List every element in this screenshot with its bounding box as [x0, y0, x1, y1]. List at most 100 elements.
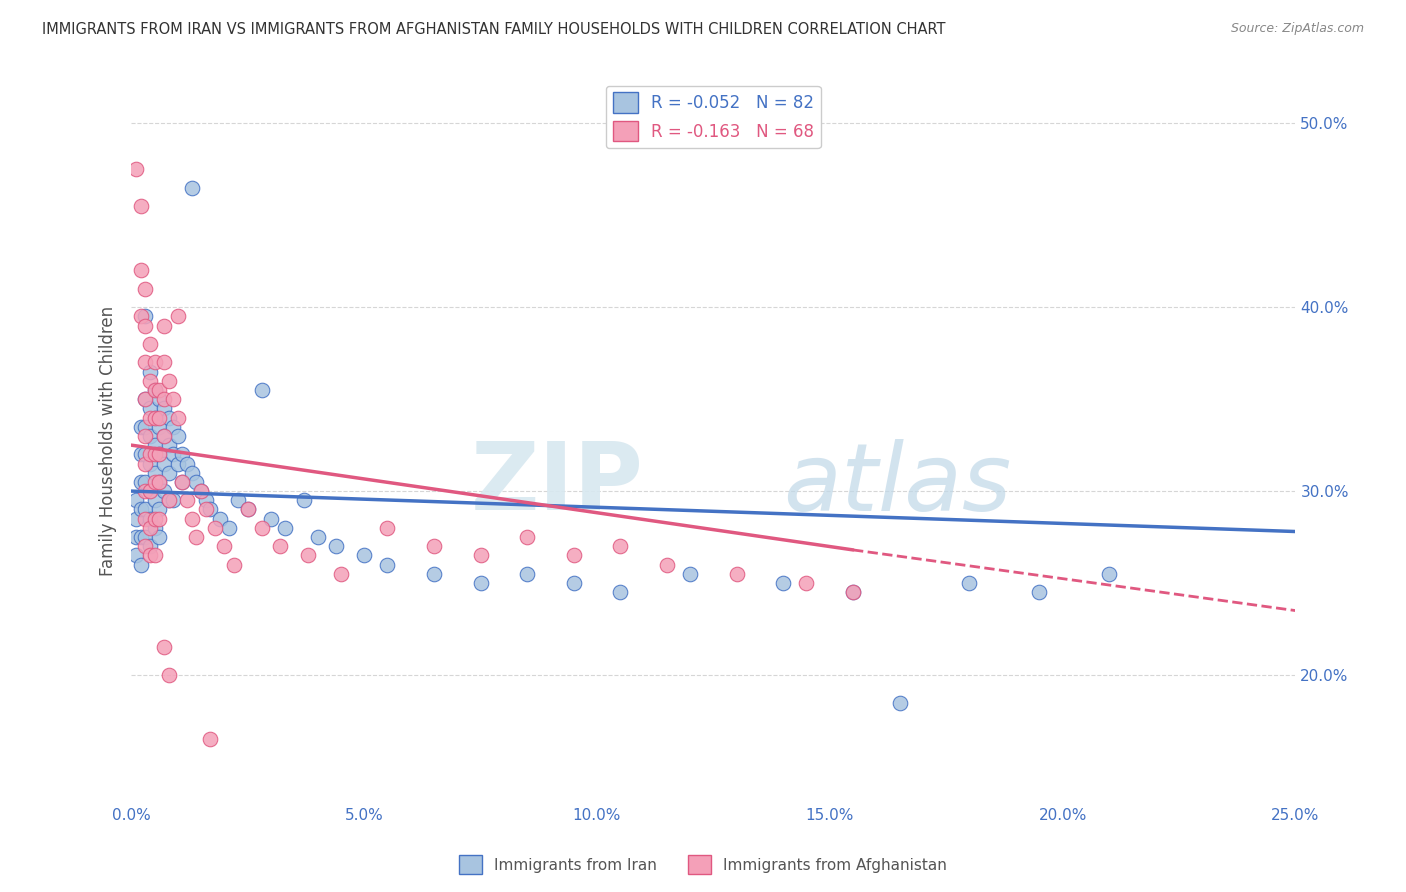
Point	[143, 383, 166, 397]
Point	[129, 530, 152, 544]
Point	[148, 419, 170, 434]
Point	[139, 337, 162, 351]
Point	[143, 410, 166, 425]
Point	[157, 374, 180, 388]
Point	[655, 558, 678, 572]
Point	[134, 392, 156, 406]
Point	[143, 447, 166, 461]
Point	[236, 502, 259, 516]
Point	[470, 549, 492, 563]
Point	[134, 392, 156, 406]
Point	[153, 392, 176, 406]
Point	[329, 566, 352, 581]
Point	[842, 585, 865, 599]
Point	[180, 180, 202, 194]
Point	[236, 502, 259, 516]
Point	[143, 438, 166, 452]
Point	[139, 401, 162, 416]
Point	[172, 475, 194, 489]
Point	[139, 539, 162, 553]
Point	[143, 475, 166, 489]
Point	[162, 392, 184, 406]
Point	[134, 502, 156, 516]
Point	[562, 549, 585, 563]
Point	[134, 282, 156, 296]
Point	[148, 410, 170, 425]
Point	[134, 539, 156, 553]
Text: IMMIGRANTS FROM IRAN VS IMMIGRANTS FROM AFGHANISTAN FAMILY HOUSEHOLDS WITH CHILD: IMMIGRANTS FROM IRAN VS IMMIGRANTS FROM …	[42, 22, 946, 37]
Point	[162, 493, 184, 508]
Point	[166, 429, 188, 443]
Point	[166, 310, 188, 324]
Point	[772, 576, 794, 591]
Point	[129, 419, 152, 434]
Point	[139, 447, 162, 461]
Y-axis label: Family Households with Children: Family Households with Children	[100, 305, 117, 575]
Point	[325, 539, 347, 553]
Point	[129, 558, 152, 572]
Point	[125, 162, 148, 177]
Point	[129, 447, 152, 461]
Point	[134, 447, 156, 461]
Text: ZIP: ZIP	[471, 438, 644, 530]
Point	[609, 585, 631, 599]
Point	[842, 585, 865, 599]
Point	[162, 447, 184, 461]
Point	[190, 484, 212, 499]
Point	[148, 502, 170, 516]
Point	[292, 493, 315, 508]
Point	[125, 549, 148, 563]
Point	[162, 419, 184, 434]
Point	[470, 576, 492, 591]
Point	[134, 355, 156, 369]
Point	[166, 457, 188, 471]
Point	[208, 511, 231, 525]
Point	[176, 493, 198, 508]
Point	[176, 457, 198, 471]
Point	[148, 475, 170, 489]
Point	[125, 530, 148, 544]
Point	[129, 310, 152, 324]
Point	[423, 566, 446, 581]
Point	[153, 484, 176, 499]
Point	[562, 576, 585, 591]
Point	[200, 732, 222, 747]
Point	[157, 493, 180, 508]
Point	[250, 521, 273, 535]
Point	[796, 576, 818, 591]
Point	[139, 549, 162, 563]
Point	[423, 539, 446, 553]
Point	[143, 493, 166, 508]
Legend: Immigrants from Iran, Immigrants from Afghanistan: Immigrants from Iran, Immigrants from Af…	[453, 849, 953, 880]
Point	[134, 484, 156, 499]
Point	[139, 511, 162, 525]
Point	[153, 318, 176, 333]
Point	[129, 502, 152, 516]
Point	[190, 484, 212, 499]
Point	[353, 549, 375, 563]
Point	[139, 521, 162, 535]
Point	[180, 511, 202, 525]
Point	[129, 475, 152, 489]
Point	[297, 549, 319, 563]
Text: Source: ZipAtlas.com: Source: ZipAtlas.com	[1230, 22, 1364, 36]
Point	[153, 429, 176, 443]
Point	[250, 383, 273, 397]
Point	[139, 365, 162, 379]
Point	[172, 447, 194, 461]
Point	[134, 310, 156, 324]
Point	[148, 530, 170, 544]
Point	[1028, 585, 1050, 599]
Point	[194, 502, 217, 516]
Text: atlas: atlas	[783, 439, 1011, 530]
Point	[186, 530, 208, 544]
Point	[200, 502, 222, 516]
Point	[148, 383, 170, 397]
Point	[143, 466, 166, 480]
Point	[139, 484, 162, 499]
Point	[157, 466, 180, 480]
Point	[166, 410, 188, 425]
Point	[157, 668, 180, 682]
Point	[148, 447, 170, 461]
Point	[269, 539, 291, 553]
